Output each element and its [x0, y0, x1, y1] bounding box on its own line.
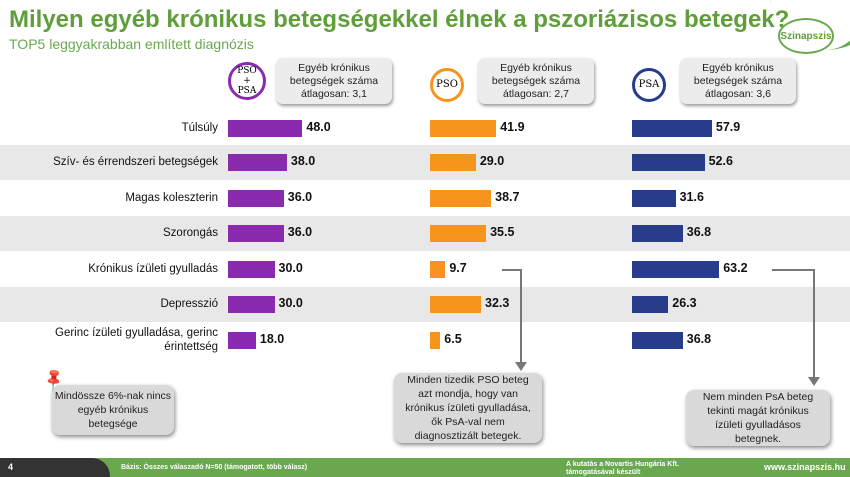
value-label: 57.9 — [715, 120, 741, 134]
psa-arrow-head — [808, 377, 820, 386]
pso-arrow-head — [515, 362, 527, 371]
pin-note: Mindössze 6%-nak nincs egyéb krónikus be… — [52, 385, 174, 435]
category-label: Krónikus ízületi gyulladás — [88, 263, 218, 275]
pso-arrow-line — [520, 269, 522, 364]
bar-1-6 — [430, 332, 441, 349]
footer — [0, 458, 850, 477]
bar-2-0 — [632, 120, 712, 137]
footer-base: Bázis: Összes válaszadó N=50 (támogatott… — [121, 464, 308, 471]
bar-1-3 — [430, 225, 487, 242]
bar-0-1 — [228, 154, 287, 171]
value-label: 31.6 — [679, 190, 704, 204]
category-label: Túlsúly — [181, 122, 218, 134]
row-background — [0, 145, 850, 180]
value-label: 30.0 — [278, 296, 303, 310]
average-box: Egyéb krónikus betegségek száma átlagosa… — [680, 58, 796, 104]
pso-arrow-line-h — [502, 269, 522, 271]
bar-1-4 — [430, 261, 446, 278]
value-label: 26.3 — [672, 296, 697, 310]
psa-arrow-line — [813, 269, 815, 379]
value-label: 38.0 — [290, 154, 316, 168]
category-label: Depresszió — [160, 298, 218, 310]
value-label: 29.0 — [479, 154, 505, 168]
bar-0-0 — [228, 120, 303, 137]
bar-2-4 — [632, 261, 720, 278]
bar-0-6 — [228, 332, 256, 349]
value-label: 36.0 — [287, 225, 313, 239]
footer-page-area — [0, 458, 110, 477]
value-label: 52.6 — [708, 154, 733, 168]
group-icon: PSO — [430, 68, 464, 102]
bar-2-1 — [632, 154, 705, 171]
group-icon: PSO + PSA — [228, 62, 266, 100]
value-label: 48.0 — [306, 120, 331, 134]
value-label: 35.5 — [490, 225, 515, 239]
group-icon: PSA — [632, 68, 666, 102]
value-label: 38.7 — [495, 190, 520, 204]
psa-note: Nem minden PsA beteg tekinti magát króni… — [686, 390, 830, 446]
row-background — [0, 287, 850, 322]
bar-0-4 — [228, 261, 275, 278]
bar-1-2 — [430, 190, 492, 207]
bar-2-5 — [632, 296, 669, 313]
bar-2-6 — [632, 332, 683, 349]
value-label: 30.0 — [278, 261, 303, 275]
average-box: Egyéb krónikus betegségek száma átlagosa… — [276, 58, 392, 104]
row-background — [0, 216, 850, 251]
category-label: Magas koleszterin — [125, 192, 218, 204]
value-label: 36.0 — [287, 190, 313, 204]
bar-1-1 — [430, 154, 476, 171]
value-label: 63.2 — [723, 261, 748, 275]
page-subtitle: TOP5 leggyakrabban említett diagnózis — [9, 36, 254, 52]
value-label: 6.5 — [444, 332, 462, 346]
bar-0-3 — [228, 225, 284, 242]
bar-0-2 — [228, 190, 284, 207]
bar-1-5 — [430, 296, 482, 313]
value-label: 36.8 — [686, 225, 712, 239]
footer-url: www.szinapszis.hu — [764, 462, 846, 472]
value-label: 41.9 — [500, 120, 525, 134]
bar-2-2 — [632, 190, 676, 207]
page-title: Milyen egyéb krónikus betegségekkel élne… — [9, 6, 790, 33]
category-label: Szív- és érrendszeri betegségek — [53, 156, 218, 168]
footer-sponsor: A kutatás a Novartis Hungária Kft. támog… — [566, 461, 679, 476]
average-box: Egyéb krónikus betegségek száma átlagosa… — [478, 58, 594, 104]
logo: Szinapszis — [778, 18, 834, 54]
category-label: Gerinc ízületi gyulladása, gerinc érinte… — [55, 327, 218, 353]
value-label: 36.8 — [686, 332, 712, 346]
psa-arrow-line-h — [772, 269, 814, 271]
value-label: 9.7 — [449, 261, 467, 275]
page-number: 4 — [8, 462, 14, 472]
category-label: Szorongás — [163, 227, 218, 239]
bar-0-5 — [228, 296, 275, 313]
bar-2-3 — [632, 225, 683, 242]
value-label: 32.3 — [485, 296, 510, 310]
value-label: 18.0 — [259, 332, 285, 346]
pso-note: Minden tizedik PSO beteg azt mondja, hog… — [394, 373, 542, 443]
bar-1-0 — [430, 120, 497, 137]
